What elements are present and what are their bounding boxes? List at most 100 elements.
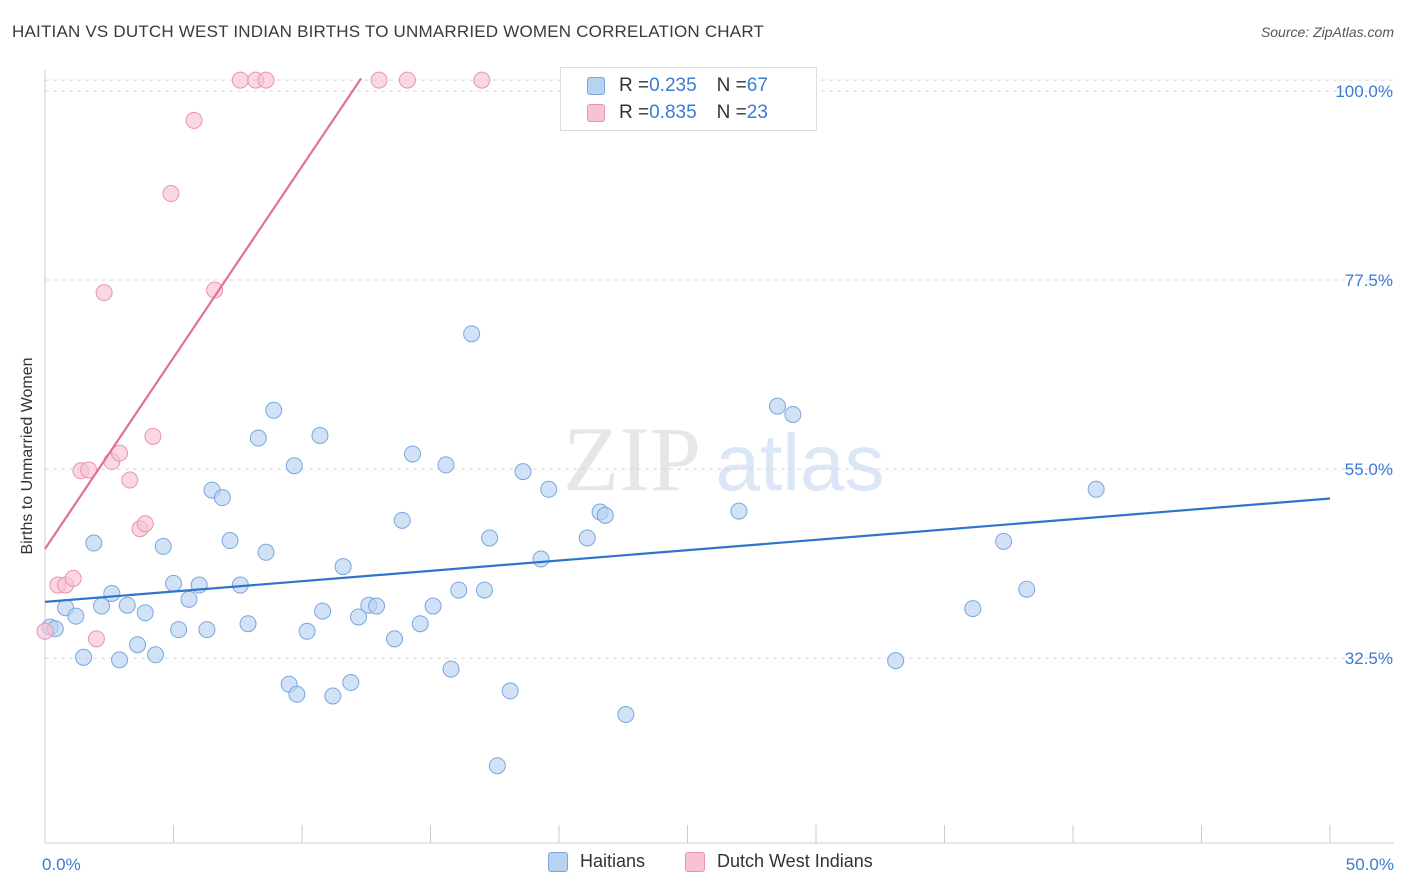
bottom-legend-label: Dutch West Indians bbox=[717, 851, 873, 871]
y-tick-label: 32.5% bbox=[1345, 649, 1393, 668]
haitians-point bbox=[170, 621, 188, 639]
bottom-legend-label: Haitians bbox=[580, 851, 646, 871]
haitians-point bbox=[617, 705, 635, 723]
haitians-point bbox=[995, 532, 1013, 550]
haitians-point bbox=[424, 597, 442, 615]
haitians-point bbox=[437, 456, 455, 474]
haitians-point bbox=[198, 621, 216, 639]
legend-r-label: R = bbox=[619, 75, 650, 96]
dutch-west-indians-point bbox=[95, 284, 113, 302]
haitians-point bbox=[1087, 480, 1105, 498]
haitians-point bbox=[730, 502, 748, 520]
haitians-point bbox=[103, 584, 121, 602]
haitians-point bbox=[85, 534, 103, 552]
haitians-point bbox=[257, 543, 275, 561]
dutch-west-indians-point bbox=[111, 444, 129, 462]
dutch-west-indians-point bbox=[144, 427, 162, 445]
dutch-west-indians-point bbox=[162, 185, 180, 203]
haitians-point bbox=[488, 757, 506, 775]
haitians-point bbox=[784, 405, 802, 423]
y-tick-label: 55.0% bbox=[1345, 460, 1393, 479]
haitians-point bbox=[368, 597, 386, 615]
watermark-zip: ZIP bbox=[563, 408, 701, 510]
haitians-point bbox=[540, 480, 558, 498]
haitians-point bbox=[311, 426, 329, 444]
haitians-point bbox=[239, 615, 257, 633]
dutch-west-indians-point bbox=[121, 471, 139, 489]
dutch-west-indians-point bbox=[398, 71, 416, 89]
dutch-west-indians-point bbox=[370, 71, 388, 89]
dutch-west-indians-point bbox=[185, 111, 203, 129]
legend-n-label: N = bbox=[716, 75, 747, 96]
haitians-point bbox=[450, 581, 468, 599]
haitians-point bbox=[442, 660, 460, 678]
haitians-trend-line bbox=[44, 497, 1331, 603]
legend-n-value: 67 bbox=[746, 75, 768, 96]
legend-n-label: N = bbox=[716, 102, 747, 123]
haitians-point bbox=[147, 646, 165, 664]
haitians-point bbox=[129, 636, 147, 654]
source-credit: Source: ZipAtlas.com bbox=[1260, 24, 1394, 40]
haitians-point bbox=[481, 529, 499, 547]
haitians-point bbox=[314, 602, 332, 620]
dutch-west-indians-points bbox=[36, 71, 491, 648]
haitians-point bbox=[334, 558, 352, 576]
dutch-west-indians-point bbox=[473, 71, 491, 89]
axes bbox=[44, 70, 1394, 844]
legend-r-value: 0.835 bbox=[649, 102, 697, 123]
zipatlas-watermark: ZIP atlas bbox=[563, 408, 884, 510]
haitians-point bbox=[393, 511, 411, 529]
haitians-point bbox=[213, 489, 231, 507]
legend-n-value: 23 bbox=[746, 102, 768, 123]
dutch-west-indians-point bbox=[136, 515, 154, 533]
haitians-point bbox=[136, 604, 154, 622]
x-tick-label: 50.0% bbox=[1346, 855, 1394, 874]
legend-row-haitians: R = 0.235 N = 67 bbox=[587, 74, 768, 98]
dutch-swatch bbox=[685, 851, 705, 872]
bottom-legend-haitians: Haitians bbox=[548, 851, 645, 872]
haitians-point bbox=[221, 532, 239, 550]
haitians-point bbox=[386, 630, 404, 648]
haitians-point bbox=[463, 325, 481, 343]
haitians-point bbox=[514, 463, 532, 481]
haitians-point bbox=[887, 652, 905, 670]
haitians-point bbox=[404, 445, 422, 463]
haitians-point bbox=[288, 685, 306, 703]
haitians-point bbox=[475, 581, 493, 599]
y-tick-label: 77.5% bbox=[1345, 271, 1393, 290]
dutch-west-indians-point bbox=[64, 569, 82, 587]
legend-r-label: R = bbox=[619, 102, 650, 123]
dutch-west-indians-point bbox=[36, 622, 54, 640]
haitians-point bbox=[596, 506, 614, 524]
bottom-legend-dutch: Dutch West Indians bbox=[685, 851, 873, 872]
haitians-point bbox=[350, 608, 368, 626]
haitians-point bbox=[298, 622, 316, 640]
dutch-west-indians-trend-line bbox=[44, 77, 363, 550]
dutch-west-indians-point bbox=[231, 71, 249, 89]
haitians-point bbox=[411, 615, 429, 633]
tick-labels: 32.5% 55.0% 77.5% 100.0% 0.0% 50.0% bbox=[42, 82, 1394, 874]
dutch-swatch bbox=[587, 104, 605, 122]
haitians-point bbox=[75, 648, 93, 666]
chart-title: HAITIAN VS DUTCH WEST INDIAN BIRTHS TO U… bbox=[12, 22, 765, 41]
haitians-point bbox=[118, 596, 136, 614]
haitians-point bbox=[342, 674, 360, 692]
y-tick-label: 100.0% bbox=[1335, 82, 1393, 101]
haitians-point bbox=[154, 537, 172, 555]
dutch-west-indians-point bbox=[257, 71, 275, 89]
haitians-point bbox=[285, 457, 303, 475]
haitians-point bbox=[67, 607, 85, 625]
haitians-point bbox=[768, 397, 786, 415]
haitians-point bbox=[180, 590, 198, 608]
watermark-atlas: atlas bbox=[716, 418, 885, 507]
dutch-west-indians-point bbox=[80, 461, 98, 479]
bottom-legend: Haitians Dutch West Indians bbox=[0, 851, 1406, 877]
haitians-point bbox=[578, 529, 596, 547]
haitians-points bbox=[41, 325, 1105, 775]
haitians-point bbox=[165, 574, 182, 592]
dutch-west-indians-point bbox=[87, 630, 105, 648]
haitians-point bbox=[249, 429, 267, 447]
haitians-swatch bbox=[548, 851, 568, 872]
haitians-point bbox=[111, 651, 129, 669]
